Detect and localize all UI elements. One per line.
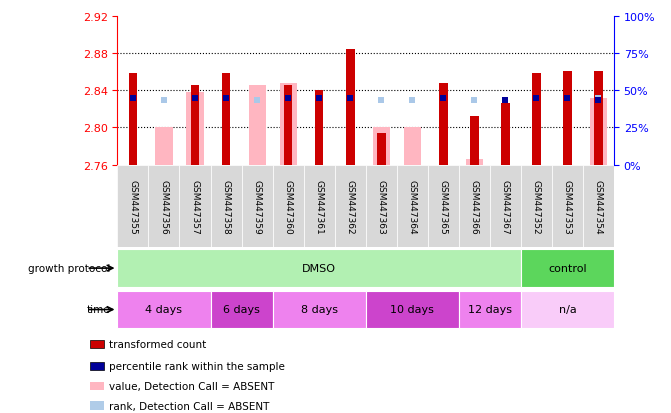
Bar (594, 72, 603, 165)
Bar (211, 291, 272, 328)
Text: value, Detection Call = ABSENT: value, Detection Call = ABSENT (109, 381, 274, 391)
Text: time: time (87, 305, 111, 315)
Text: 8 days: 8 days (301, 305, 338, 315)
Bar (459, 165, 490, 248)
Bar (532, 74, 541, 165)
Bar (117, 165, 148, 248)
Bar (459, 291, 521, 328)
Text: GSM447356: GSM447356 (160, 179, 168, 234)
Bar (501, 104, 510, 165)
Bar (315, 91, 323, 165)
Text: growth protocol: growth protocol (28, 263, 111, 273)
Bar (280, 83, 297, 165)
Text: GSM447352: GSM447352 (532, 179, 541, 234)
Bar (366, 291, 459, 328)
Bar (372, 128, 390, 165)
Text: rank, Detection Call = ABSENT: rank, Detection Call = ABSENT (109, 401, 270, 411)
Bar (221, 74, 230, 165)
Text: GSM447365: GSM447365 (439, 179, 448, 234)
Bar (552, 165, 583, 248)
Bar (583, 165, 614, 248)
Text: GSM447361: GSM447361 (315, 179, 323, 234)
Bar (117, 250, 521, 287)
Bar (187, 93, 203, 165)
Bar (590, 98, 607, 165)
Bar (521, 250, 614, 287)
Bar (129, 74, 138, 165)
Bar (89, 340, 103, 349)
Bar (242, 165, 272, 248)
Bar (439, 83, 448, 165)
Text: GSM447353: GSM447353 (563, 179, 572, 234)
Bar (521, 165, 552, 248)
Bar (117, 291, 211, 328)
Text: GSM447358: GSM447358 (221, 179, 231, 234)
Text: GSM447360: GSM447360 (284, 179, 293, 234)
Bar (428, 165, 459, 248)
Text: GSM447364: GSM447364 (408, 179, 417, 234)
Text: transformed count: transformed count (109, 339, 207, 349)
Bar (490, 165, 521, 248)
Text: GSM447366: GSM447366 (470, 179, 479, 234)
Text: n/a: n/a (558, 305, 576, 315)
Bar (304, 165, 335, 248)
Bar (466, 159, 483, 165)
Bar (272, 291, 366, 328)
Bar (563, 72, 572, 165)
Bar (191, 86, 199, 165)
Text: GSM447363: GSM447363 (376, 179, 386, 234)
Text: control: control (548, 263, 586, 273)
Bar (156, 128, 172, 165)
Text: GSM447357: GSM447357 (191, 179, 199, 234)
Bar (148, 165, 180, 248)
Text: DMSO: DMSO (302, 263, 336, 273)
Bar (284, 86, 293, 165)
Text: GSM447362: GSM447362 (346, 179, 355, 234)
Bar (89, 362, 103, 370)
Bar (89, 401, 103, 410)
Bar (397, 165, 428, 248)
Bar (89, 382, 103, 390)
Text: 4 days: 4 days (146, 305, 183, 315)
Text: percentile rank within the sample: percentile rank within the sample (109, 361, 285, 371)
Text: GSM447355: GSM447355 (128, 179, 138, 234)
Text: GSM447359: GSM447359 (252, 179, 262, 234)
Bar (211, 165, 242, 248)
Bar (366, 165, 397, 248)
Text: 10 days: 10 days (391, 305, 434, 315)
Bar (521, 291, 614, 328)
Bar (470, 117, 478, 165)
Bar (248, 86, 266, 165)
Bar (335, 165, 366, 248)
Bar (346, 50, 354, 165)
Bar (180, 165, 211, 248)
Bar (272, 165, 303, 248)
Text: GSM447367: GSM447367 (501, 179, 510, 234)
Bar (404, 128, 421, 165)
Text: 12 days: 12 days (468, 305, 512, 315)
Text: 6 days: 6 days (223, 305, 260, 315)
Text: GSM447354: GSM447354 (594, 179, 603, 234)
Bar (377, 133, 386, 165)
